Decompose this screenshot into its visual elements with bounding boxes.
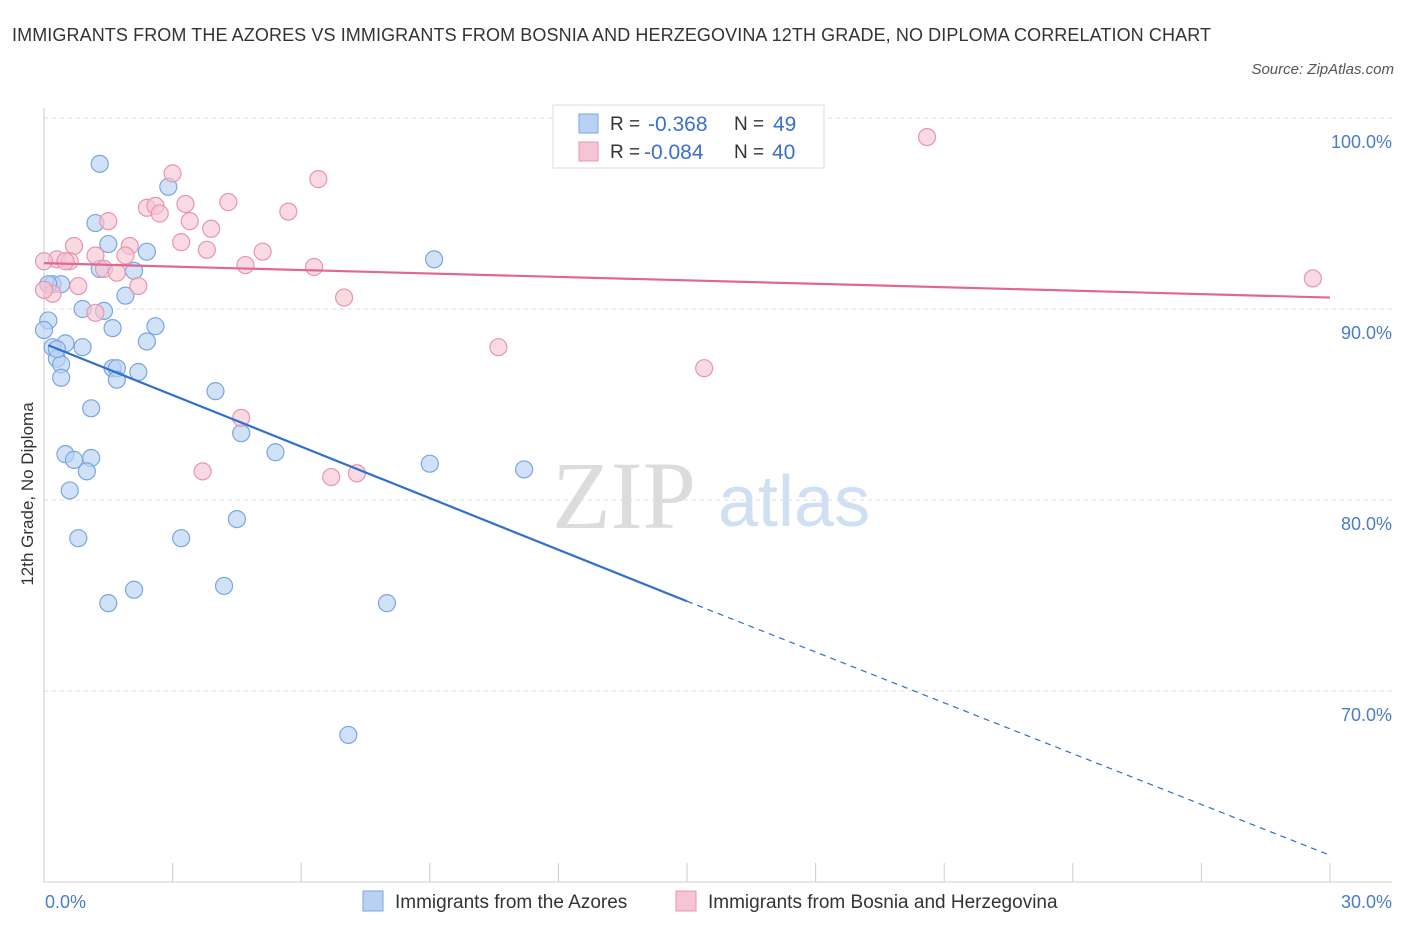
azores-point-46 [339,725,358,745]
trend-line-azores-extrapolated [686,600,1331,856]
bosnia-point-12 [172,233,191,252]
legend-swatch-bosnia [578,141,599,162]
azores-point-38 [60,481,79,500]
azores-point-26 [52,368,71,387]
azores-point-31 [266,443,285,462]
legend-n-value-azores: 49 [773,113,796,136]
series-bosnia-points [34,128,1322,487]
bosnia-point-32 [489,338,508,357]
legend-r-value-azores: -0.368 [648,113,708,136]
legend-r-value-bosnia: -0.084 [644,141,704,164]
azores-point-10 [116,286,135,305]
azores-point-15 [103,319,122,338]
bosnia-point-8 [279,202,298,221]
bottom-legend-swatch-bosnia [675,890,697,912]
bosnia-point-37 [322,467,341,487]
bosnia-point-10 [180,212,199,231]
correlation-legend: R = -0.368 N = 49 R = -0.084 N = 40 [552,104,825,169]
trend-line-azores [47,344,688,603]
bosnia-point-22 [304,257,324,277]
bosnia-point-4 [176,194,195,214]
bosnia-point-26 [69,276,88,296]
bosnia-point-39 [34,252,54,271]
bosnia-point-16 [253,242,272,261]
bosnia-point-2 [309,170,328,189]
series-legend: Immigrants from the Azores Immigrants fr… [362,890,1058,913]
bosnia-point-13 [64,236,84,256]
y-tick-label-100: 100.0% [1331,132,1392,152]
azores-point-0 [90,154,109,173]
legend-swatch-azores [578,113,599,134]
bosnia-point-20 [56,252,75,271]
azores-point-4 [137,242,156,261]
azores-point-35 [420,454,439,473]
gridlines [44,117,1392,692]
azores-point-29 [82,399,101,418]
bottom-legend-label-bosnia: Immigrants from Bosnia and Herzegovina [708,892,1058,913]
y-axis-title: 12th Grade, No Diploma [18,402,37,586]
azores-point-34 [64,450,84,469]
bosnia-point-27 [129,276,148,296]
bottom-legend-swatch-azores [362,890,384,912]
trend-line-bosnia [43,262,1331,299]
legend-n-label-azores: N = [734,114,764,135]
azores-point-3 [99,234,118,254]
watermark-zip: ZIP [552,442,696,549]
azores-point-41 [172,529,191,548]
bosnia-point-11 [202,219,221,238]
y-tick-label-90: 90.0% [1341,323,1392,343]
bosnia-point-33 [695,359,714,378]
bosnia-point-24 [107,263,126,282]
bosnia-point-38 [34,280,54,299]
legend-r-label-azores: R = [610,114,640,135]
bosnia-point-1 [163,164,182,183]
legend-n-value-bosnia: 40 [772,141,795,164]
bosnia-point-9 [99,212,118,231]
bosnia-point-29 [334,288,354,307]
bosnia-point-3 [219,192,238,212]
azores-point-30 [232,424,251,443]
watermark-atlas: atlas [718,462,870,542]
azores-point-45 [377,594,397,613]
chart-title: IMMIGRANTS FROM THE AZORES VS IMMIGRANTS… [12,25,1212,45]
x-tick-label-min: 0.0% [45,892,86,912]
legend-r-label-bosnia: R = [610,142,640,163]
bosnia-point-34 [232,408,251,427]
azores-point-44 [99,594,118,613]
bosnia-point-30 [86,303,105,322]
azores-point-5 [424,250,444,269]
azores-point-20 [73,338,92,357]
bosnia-point-7 [150,204,169,223]
trend-lines [43,262,1331,856]
azores-point-36 [515,460,534,479]
y-tick-label-80: 80.0% [1341,514,1392,534]
bosnia-point-35 [193,462,212,481]
x-tick-label-max: 30.0% [1341,892,1392,912]
azores-point-43 [124,580,144,599]
x-axis-ticks [43,863,1331,882]
bosnia-point-15 [197,240,216,259]
azores-point-40 [69,529,88,548]
azores-point-39 [227,509,246,529]
azores-point-28 [206,382,225,401]
azores-point-37 [77,462,96,481]
azores-point-14 [146,317,165,336]
bosnia-point-25 [116,246,135,265]
bottom-legend-label-azores: Immigrants from the Azores [395,892,627,913]
series-azores-points [34,154,534,745]
azores-point-42 [214,576,234,596]
azores-point-16 [34,320,54,340]
y-tick-label-70: 70.0% [1341,705,1392,725]
bosnia-point-21 [236,255,255,275]
chart-source: Source: ZipAtlas.com [1251,61,1394,78]
azores-point-17 [137,332,156,351]
legend-n-label-bosnia: N = [734,142,764,163]
bosnia-point-31 [1303,269,1322,288]
bosnia-point-0 [917,128,937,147]
y-tick-labels: 70.0% 80.0% 90.0% 100.0% [1331,132,1392,725]
